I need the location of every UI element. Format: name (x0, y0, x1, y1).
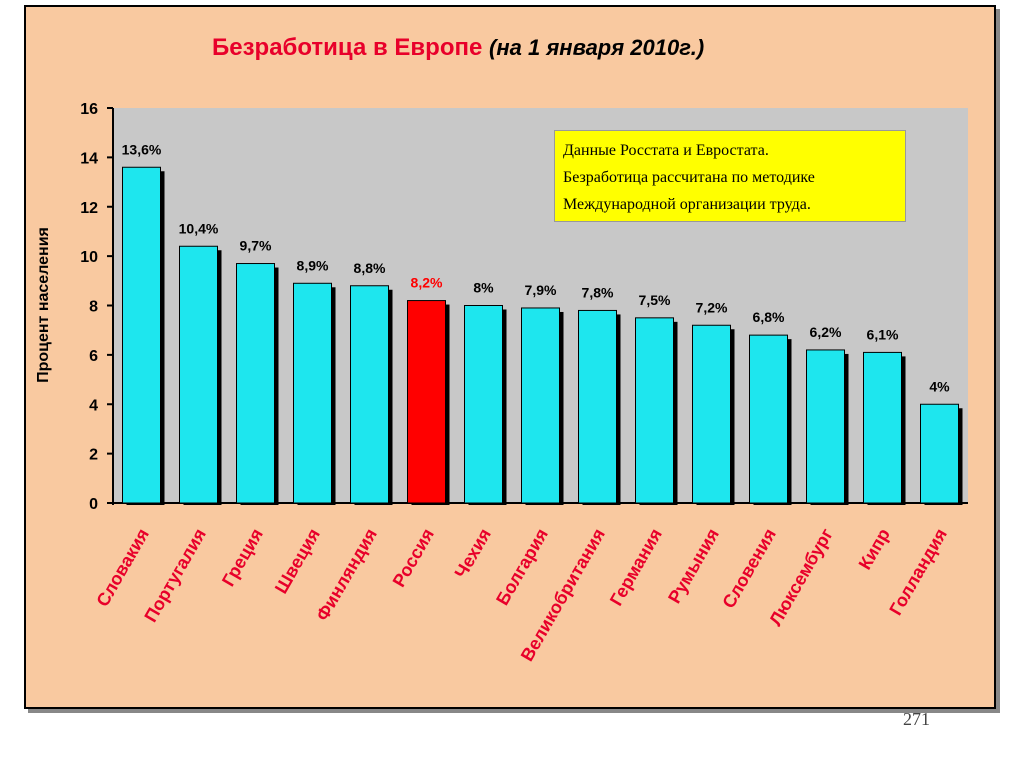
source-note-line-2: Безработица рассчитана по методике (563, 169, 815, 186)
data-label: 6,2% (810, 324, 842, 340)
category-label: Россия (389, 525, 438, 590)
bar (179, 245, 218, 504)
y-tick-label: 2 (89, 447, 98, 464)
y-axis-title: Процент населения (35, 227, 52, 383)
category-label: Болгария (492, 525, 552, 609)
y-tick-label: 12 (80, 200, 98, 217)
data-label: 7,5% (639, 292, 671, 308)
bar (407, 300, 446, 504)
source-note-box: Данные Росстата и Евростата. Безработица… (554, 130, 906, 222)
category-label: Румыния (664, 525, 723, 607)
category-label: Португалия (140, 525, 210, 625)
data-label: 13,6% (122, 141, 162, 157)
category-label: Германия (606, 525, 666, 609)
chart-title: Безработица в Европе (на 1 января 2010г.… (212, 34, 704, 62)
bar (806, 349, 845, 504)
data-label: 8,2% (411, 275, 443, 291)
category-label: Словения (718, 525, 780, 612)
page-number: 271 (903, 709, 930, 729)
bar (863, 351, 902, 504)
data-label: 8,8% (354, 260, 386, 276)
data-label: 7,9% (525, 282, 557, 298)
category-label: Греция (218, 525, 267, 590)
bar (122, 166, 161, 504)
y-tick-label: 16 (80, 101, 98, 118)
category-label: Голландия (885, 525, 951, 619)
y-tick-label: 4 (89, 397, 98, 414)
category-label: Чехия (451, 525, 495, 582)
category-label: Финляндия (312, 525, 381, 624)
source-note-line-1: Данные Росстата и Евростата. (563, 142, 769, 159)
data-label: 9,7% (240, 238, 272, 254)
bar (692, 324, 731, 504)
data-label: 8,9% (297, 257, 329, 273)
source-note-line-3: Международной организации труда. (563, 196, 811, 213)
category-label: Кипр (855, 525, 894, 573)
y-tick-label: 8 (89, 299, 98, 316)
bar (293, 282, 332, 504)
data-label: 6,1% (867, 326, 899, 342)
bar (236, 263, 275, 504)
bar (578, 309, 617, 504)
category-label: Словакия (92, 525, 153, 610)
category-label: Швеция (271, 525, 324, 597)
data-label: 6,8% (753, 309, 785, 325)
bar (920, 403, 959, 504)
chart-subtitle: (на 1 января 2010г.) (489, 35, 705, 60)
bar (749, 334, 788, 504)
y-tick-label: 0 (89, 496, 98, 513)
bar (464, 305, 503, 504)
bar (635, 317, 674, 504)
data-label: 8% (473, 280, 494, 296)
bar (350, 285, 389, 504)
y-tick-label: 6 (89, 348, 98, 365)
data-label: 10,4% (179, 220, 219, 236)
data-label: 7,2% (696, 299, 728, 315)
chart-title-main: Безработица в Европе (212, 34, 483, 61)
y-tick-label: 10 (80, 249, 98, 266)
data-label: 4% (929, 378, 950, 394)
bar (521, 307, 560, 504)
y-tick-label: 14 (80, 150, 98, 167)
data-label: 7,8% (582, 284, 614, 300)
